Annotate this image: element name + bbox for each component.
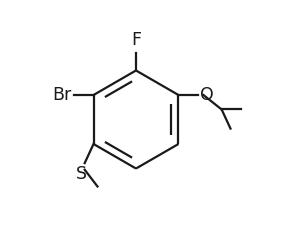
Text: F: F: [131, 32, 141, 49]
Text: S: S: [76, 165, 87, 183]
Text: O: O: [200, 86, 214, 104]
Text: Br: Br: [52, 86, 72, 104]
